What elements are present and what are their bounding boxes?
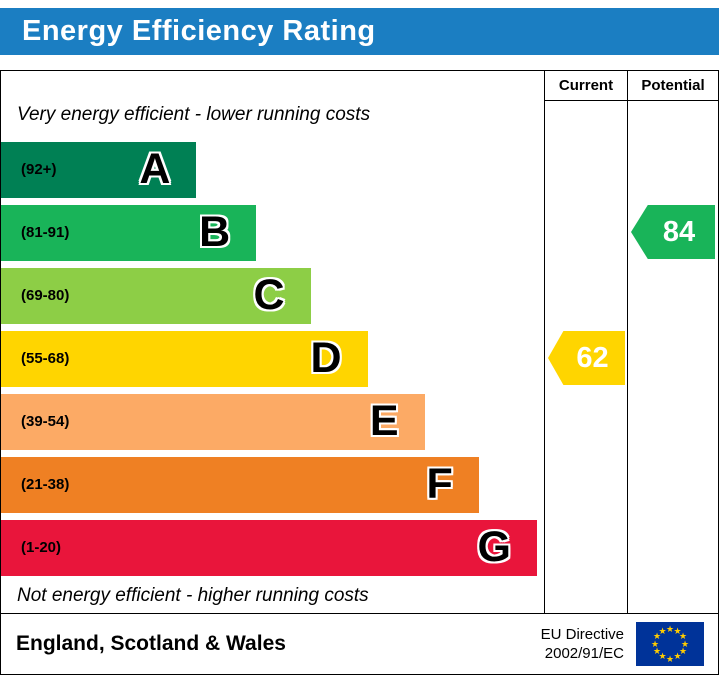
band-range-label: (39-54) — [21, 413, 70, 430]
band-letter: C — [253, 271, 285, 319]
eu-star-icon: ★ — [650, 638, 660, 649]
band-row-a: (92+) A — [1, 138, 544, 201]
band-bar-e: (39-54) E — [1, 393, 425, 450]
band-range-label: (81-91) — [21, 224, 70, 241]
eu-directive-line2: 2002/91/EC — [544, 645, 624, 662]
title-band: Energy Efficiency Rating — [0, 8, 719, 55]
band-range-label: (1-20) — [21, 539, 62, 556]
epc-chart-frame: Very energy efficient - lower running co… — [0, 70, 719, 675]
band-row-c: (69-80) C — [1, 264, 544, 327]
band-bar-a: (92+) A — [1, 141, 197, 198]
eu-directive-line1: EU Directive — [540, 625, 624, 643]
eu-star-icon: ★ — [665, 623, 675, 634]
band-letter: B — [199, 208, 231, 256]
band-letter: D — [310, 334, 342, 382]
eu-flag-icon: ★ ★ ★ ★ ★ ★ ★ ★ ★ ★ ★ ★ — [636, 622, 704, 666]
eu-star-icon: ★ — [678, 631, 688, 641]
current-column: Current 62 — [545, 71, 628, 613]
band-bar-f: (21-38) F — [1, 456, 479, 513]
eu-star-icon: ★ — [680, 638, 690, 649]
eu-star-icon: ★ — [652, 631, 662, 641]
current-column-body: 62 — [545, 101, 627, 613]
band-range-label: (92+) — [21, 161, 57, 178]
potential-rating-arrow: 84 — [631, 205, 715, 259]
bands: (92+) A (81-91) B (69-80) C (55-68) D (39-54) E (2… — [1, 138, 544, 579]
band-letter: E — [369, 397, 399, 445]
band-row-e: (39-54) E — [1, 390, 544, 453]
band-bar-g: (1-20) G — [1, 519, 537, 576]
band-letter: G — [477, 523, 511, 571]
band-letter: A — [139, 145, 171, 193]
eu-star-icon: ★ — [652, 646, 662, 656]
eu-star-icon: ★ — [678, 646, 688, 656]
band-row-b: (81-91) B — [1, 201, 544, 264]
band-bar-b: (81-91) B — [1, 204, 257, 261]
band-bar-c: (69-80) C — [1, 267, 311, 324]
band-letter: F — [426, 460, 453, 508]
band-row-d: (55-68) D — [1, 327, 544, 390]
eu-star-icon: ★ — [673, 625, 682, 636]
band-row-f: (21-38) F — [1, 453, 544, 516]
eu-directive-label: EU Directive 2002/91/EC — [541, 625, 636, 664]
eu-star-icon: ★ — [665, 653, 675, 664]
top-note: Very energy efficient - lower running co… — [17, 104, 371, 125]
band-range-label: (69-80) — [21, 287, 70, 304]
epc-chart: Very energy efficient - lower running co… — [1, 71, 718, 613]
bands-column: Very energy efficient - lower running co… — [1, 71, 545, 613]
eu-star-icon: ★ — [658, 625, 667, 636]
potential-column: Potential 84 — [628, 71, 718, 613]
page-title: Energy Efficiency Rating — [22, 15, 376, 47]
current-rating-arrow: 62 — [548, 331, 625, 385]
bottom-note: Not energy efficient - higher running co… — [17, 585, 369, 606]
potential-header: Potential — [628, 71, 718, 101]
footer: England, Scotland & Wales EU Directive 2… — [1, 613, 718, 674]
band-row-g: (1-20) G — [1, 516, 544, 579]
current-header: Current — [545, 71, 627, 101]
potential-column-body: 84 — [628, 101, 718, 613]
eu-star-icon: ★ — [658, 651, 667, 662]
band-range-label: (55-68) — [21, 350, 70, 367]
footer-region-label: England, Scotland & Wales — [16, 632, 286, 655]
band-bar-d: (55-68) D — [1, 330, 368, 387]
band-range-label: (21-38) — [21, 476, 70, 493]
eu-star-icon: ★ — [673, 651, 682, 662]
